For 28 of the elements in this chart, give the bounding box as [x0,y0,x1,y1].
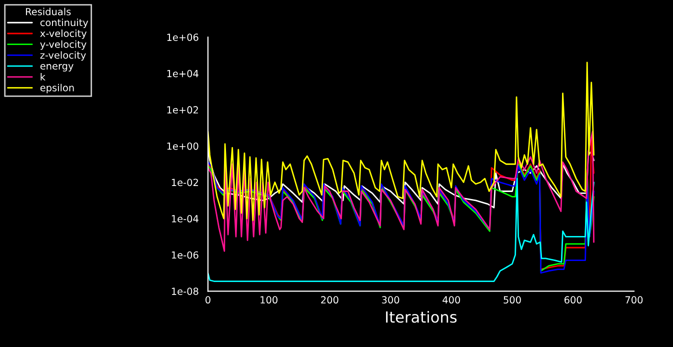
y-tick-label: 1e+02 [167,106,198,114]
legend-title: Residuals [26,8,71,16]
x-tick-label: 200 [321,296,338,304]
x-tick-label: 0 [206,296,210,304]
y-tick-label: 1e+06 [167,34,198,41]
line-series [208,62,594,222]
legend-label: z-velocity [40,51,86,61]
y-tick-label: 1e-08 [172,288,198,295]
x-tick-label: 600 [564,296,582,304]
y-tick-label: 1e-04 [172,215,198,222]
x-axis-title: Iterations [386,310,457,323]
x-tick-label: 100 [260,296,278,304]
legend-label: energy [40,64,74,72]
legend-label: epsilon [40,84,74,94]
legend-label: y-velocity [40,40,86,50]
legend-label: x-velocity [40,30,87,39]
x-tick-label: 700 [625,296,643,304]
x-tick-label: 300 [382,296,400,304]
x-tick-label: 400 [442,296,460,304]
x-tick-label: 500 [504,296,521,304]
y-tick-label: 1e-02 [172,178,198,186]
line-series [208,130,594,252]
y-tick-label: 1e-06 [172,251,198,259]
y-tick-label: 1e+04 [167,70,198,78]
legend-label: continuity [40,18,88,28]
line-series [208,178,594,282]
legend-label: k [40,72,46,80]
y-tick-label: 1e+00 [167,142,198,150]
